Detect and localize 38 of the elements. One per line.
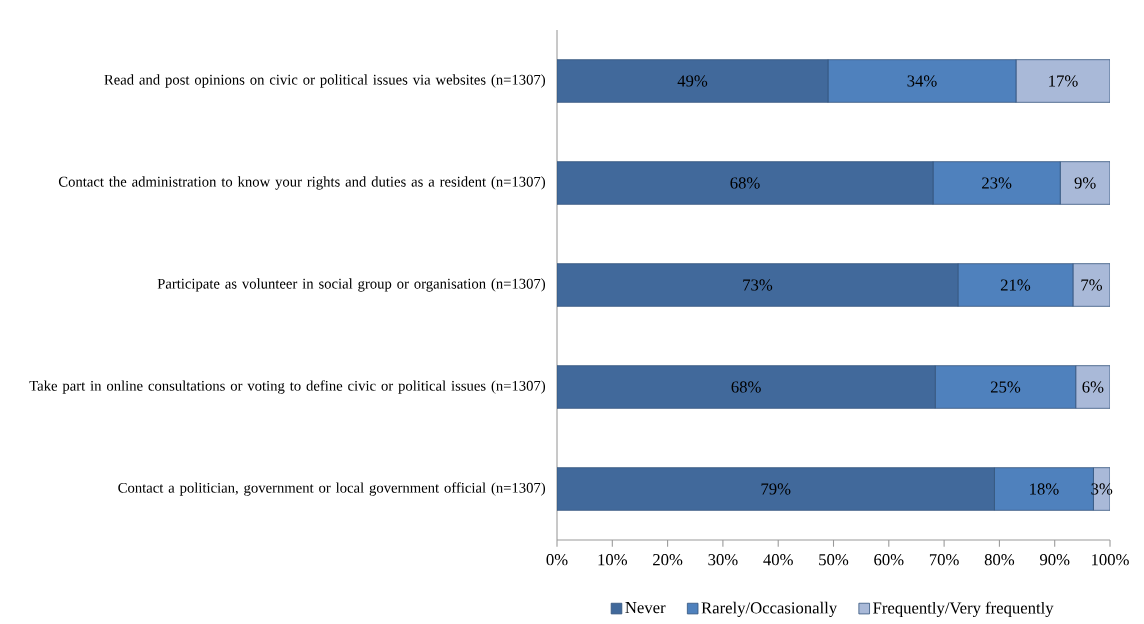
data-label: 49% [677, 75, 708, 87]
data-label: 9% [1074, 177, 1096, 189]
data-label: 34% [907, 75, 937, 87]
legend-label: Rarely/Occasionally [701, 601, 838, 617]
data-label: 7% [1081, 279, 1103, 291]
data-label: 79% [761, 483, 791, 495]
bar [1059, 161, 1111, 205]
legend-label: Never [625, 602, 666, 614]
x-tick-label: 70% [929, 554, 959, 566]
x-tick-label: 100% [1092, 554, 1129, 566]
x-tick-label: 10% [598, 554, 628, 566]
x-tick-label: 60% [874, 554, 904, 566]
y-tick-label: Participate as volunteer in social group or organisation (n=1307) [157, 278, 546, 292]
data-label: 23% [982, 177, 1012, 189]
data-label: 6% [1082, 381, 1104, 393]
y-tick-label: Take part in online consultations or voting to define civic or political issues (n=1307) [29, 380, 546, 394]
data-label: 3% [1091, 483, 1113, 495]
x-tick-label: 50% [819, 554, 849, 566]
x-tick-label: 40% [763, 554, 793, 566]
legend-label: Frequently/Very frequently [873, 601, 1054, 618]
y-tick-label: Contact the administration to know your rights and duties as a resident (n=1307) [58, 176, 546, 190]
x-tick-label: 30% [708, 554, 738, 566]
x-tick-label: 90% [1039, 554, 1070, 566]
data-label: 18% [1030, 483, 1059, 495]
y-tick-label: Contact a politician, government or local government official (n=1307) [118, 482, 546, 496]
data-label: 21% [1000, 279, 1031, 291]
bar [1072, 263, 1111, 307]
x-tick-label: 20% [653, 554, 683, 566]
bar [1075, 365, 1111, 409]
x-tick-label: 80% [984, 554, 1015, 566]
y-tick-label: Read and post opinions on civic or political issues via websites (n=1307) [104, 74, 546, 88]
data-label: 68% [730, 177, 760, 189]
data-label: 17% [1049, 75, 1078, 87]
bar [1015, 59, 1111, 103]
data-label: 68% [731, 381, 761, 393]
data-label: 73% [743, 279, 773, 291]
x-tick-label: 0% [546, 554, 568, 566]
data-label: 25% [990, 381, 1021, 393]
